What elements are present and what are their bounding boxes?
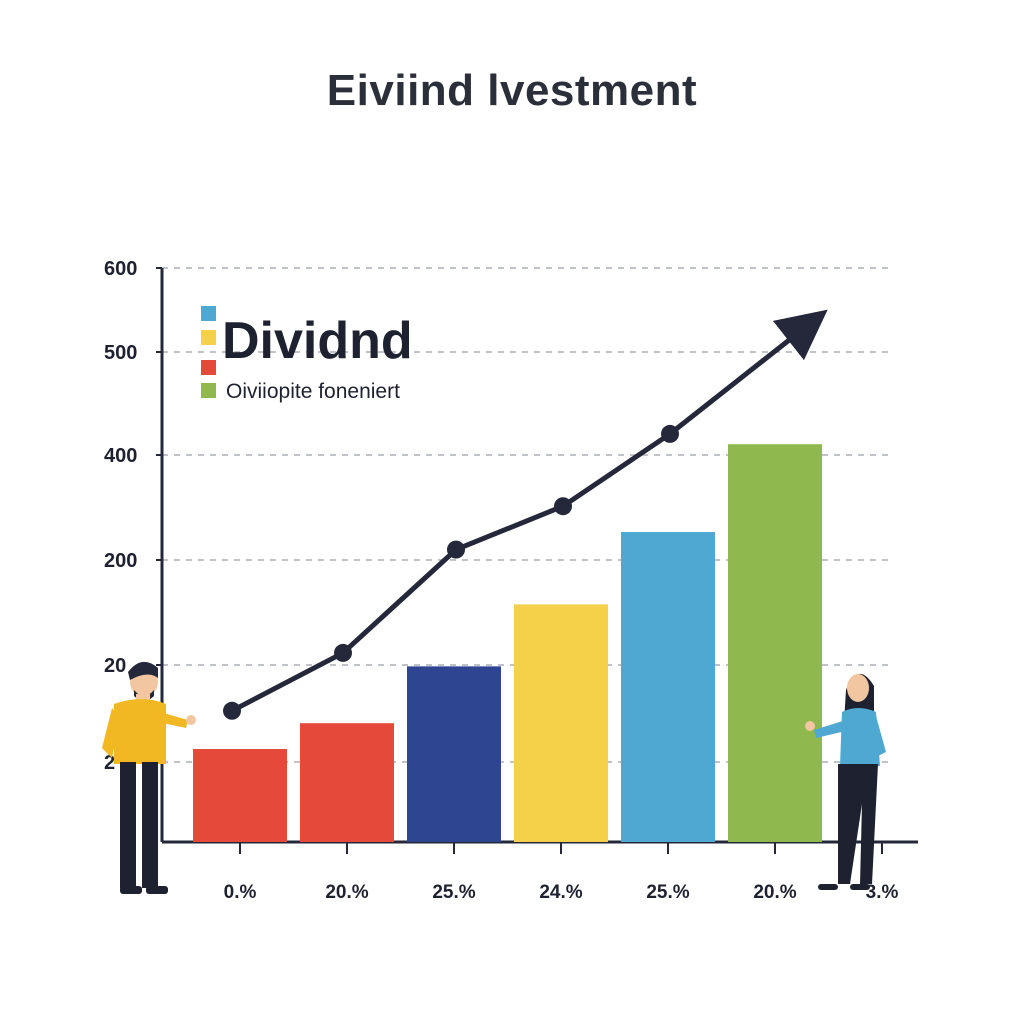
x-tick-label: 24.%: [539, 882, 582, 903]
y-tick-label: 20: [104, 655, 126, 677]
y-tick-label: 600: [104, 258, 137, 280]
man-figure-illustration: [102, 661, 196, 894]
trend-point: [447, 540, 465, 559]
y-tick-label: 2: [104, 752, 115, 774]
woman-figure-illustration: [805, 673, 886, 890]
x-tick-label: 25.%: [646, 882, 689, 903]
y-ticks: 600 500 400 200 20 2: [104, 258, 137, 774]
legend-swatch: [201, 360, 216, 375]
x-tick-label: 0.%: [224, 882, 257, 903]
x-tick-label: 25.%: [432, 882, 475, 903]
legend-subtitle: Oiviiopite foneniert: [226, 380, 400, 403]
y-tick-label: 500: [104, 342, 137, 364]
legend-swatch: [201, 330, 216, 345]
trend-point: [554, 497, 572, 516]
bar: [728, 444, 822, 842]
bar: [407, 666, 501, 842]
x-tick-label: 3.%: [866, 882, 899, 903]
legend: Dividnd Oiviiopite foneniert: [201, 306, 413, 403]
trend-line-path: [229, 309, 828, 714]
bar: [621, 532, 715, 842]
bar: [514, 604, 608, 842]
x-ticks: 0.% 20.% 25.% 24.% 25.% 20.% 3.%: [224, 842, 899, 903]
legend-swatch: [201, 306, 216, 321]
bar: [193, 749, 287, 842]
y-tick-label: 400: [104, 445, 137, 467]
trend-point: [223, 701, 241, 720]
legend-title: Dividnd: [222, 312, 413, 370]
x-tick-label: 20.%: [753, 882, 796, 903]
x-tick-label: 20.%: [325, 882, 368, 903]
bars: [193, 444, 822, 842]
legend-swatch: [201, 383, 216, 398]
trend-point: [334, 643, 352, 662]
trend-point: [661, 424, 679, 443]
y-tick-label: 200: [104, 550, 137, 572]
chart-title: Eiviind lvestment: [326, 66, 698, 115]
trend-line: [223, 309, 828, 720]
bar: [300, 723, 394, 842]
